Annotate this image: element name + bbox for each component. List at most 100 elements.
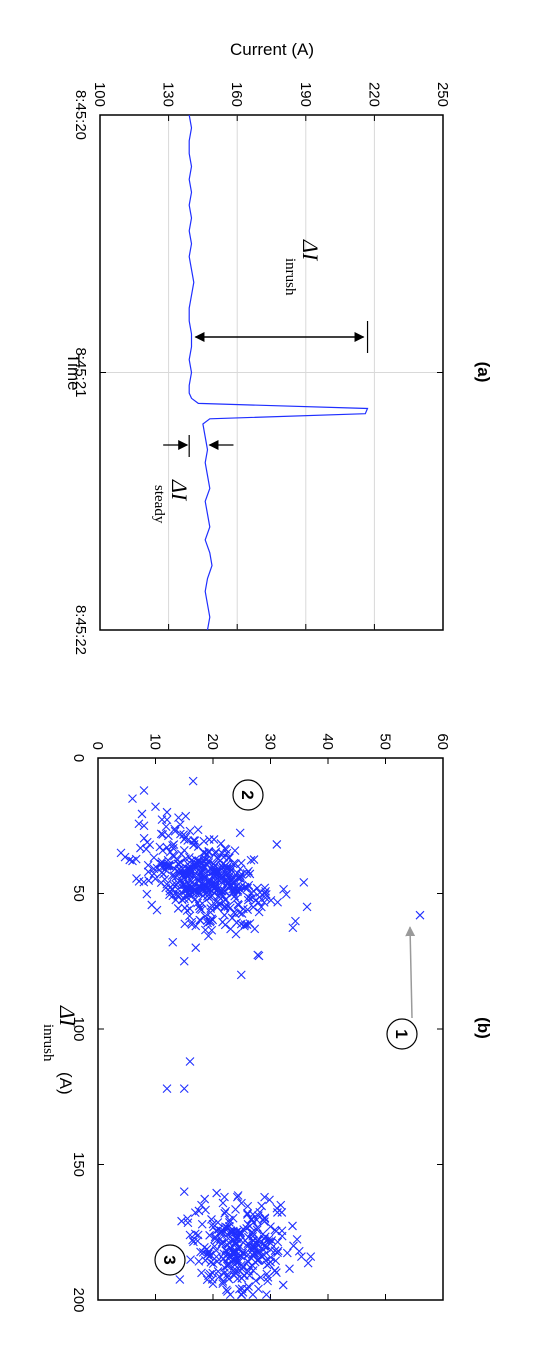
scatter-point: [157, 815, 167, 824]
scatter-point: [262, 1269, 272, 1279]
panel-a-y-tick-label: 160: [228, 82, 245, 107]
scatter-point: [204, 931, 213, 941]
panel-a-x-tick-label: 8:45:20: [72, 90, 89, 140]
cluster-3-label-text: 3: [160, 1255, 179, 1264]
scatter-point: [236, 1228, 245, 1238]
scatter-point: [209, 835, 219, 844]
scatter-point: [216, 874, 226, 884]
scatter-point: [168, 843, 178, 853]
scatter-point: [266, 1222, 275, 1232]
panel-b: 0 50 100 150 200 0 10 20 30 40 50 60 (b) ΔIinrush(…: [40, 733, 493, 1313]
scatter-point: [250, 1241, 260, 1250]
scatter-point: [128, 794, 137, 804]
scatter-point: [231, 894, 241, 904]
scatter-point: [168, 891, 178, 901]
scatter-point: [197, 1268, 206, 1278]
scatter-point: [165, 861, 175, 871]
cluster-3-label-circle: [154, 1244, 186, 1276]
scatter-point: [179, 1084, 189, 1094]
scatter-point: [223, 1240, 232, 1250]
scatter-point: [202, 1275, 212, 1285]
scatter-point: [252, 1223, 262, 1232]
panel-a-x-axis-label: Time: [64, 353, 83, 390]
panel-a: 8:45:20 8:45:21 8:45:22 100 130 160 190 220 250…: [64, 40, 493, 655]
scatter-point: [205, 1230, 215, 1240]
scatter-point: [229, 1235, 239, 1245]
scatter-point: [248, 1209, 258, 1219]
scatter-point: [185, 852, 194, 862]
panel-a-x-ticks: 8:45:20 8:45:21 8:45:22: [72, 90, 443, 655]
scatter-point: [224, 1274, 234, 1284]
scatter-point: [212, 867, 221, 876]
scatter-point: [244, 866, 253, 876]
scatter-point: [206, 916, 215, 926]
scatter-point: [147, 900, 157, 910]
scatter-point: [248, 1266, 258, 1275]
scatter-point: [161, 822, 171, 832]
inrush-subscript: inrush: [282, 258, 298, 296]
scatter-point: [139, 833, 149, 843]
scatter-point: [202, 849, 212, 859]
scatter-point: [258, 1245, 268, 1254]
scatter-point: [270, 1225, 280, 1235]
scatter-point: [240, 1249, 250, 1259]
scatter-point: [233, 1191, 243, 1200]
scatter-point: [303, 1258, 313, 1268]
scatter-point: [262, 1290, 271, 1299]
scatter-point: [273, 897, 283, 907]
scatter-point: [197, 1219, 207, 1229]
scatter-point: [175, 1275, 185, 1284]
scatter-point: [281, 890, 291, 899]
scatter-point: [139, 821, 149, 831]
scatter-point: [236, 885, 246, 895]
scatter-point: [212, 1252, 221, 1262]
scatter-point: [273, 1246, 283, 1256]
scatter-point: [189, 839, 199, 849]
scatter-point: [176, 829, 185, 839]
scatter-point: [257, 1201, 267, 1211]
scatter-point: [157, 859, 167, 869]
scatter-point: [151, 802, 160, 812]
scatter-point: [227, 913, 237, 923]
scatter-point: [200, 874, 210, 884]
scatter-point: [221, 1206, 231, 1216]
scatter-point: [222, 864, 232, 874]
scatter-point: [236, 858, 246, 868]
scatter-point: [194, 1257, 204, 1266]
scatter-point: [282, 1248, 292, 1258]
cluster-2-label-circle: [232, 779, 264, 811]
scatter-point: [230, 1237, 240, 1247]
panel-a-y-tick-label: 130: [160, 82, 177, 107]
scatter-point: [233, 1244, 243, 1254]
scatter-point: [156, 829, 166, 839]
panel-b-cluster-labels: 1 2 3: [154, 779, 418, 1276]
scatter-point: [155, 842, 165, 852]
scatter-point: [254, 907, 264, 917]
scatter-point: [221, 894, 231, 904]
scatter-point: [219, 1268, 229, 1278]
scatter-point: [265, 1195, 274, 1205]
scatter-point: [193, 1230, 203, 1240]
scatter-point: [178, 870, 188, 880]
panel-b-x-tick-label: 200: [70, 1287, 87, 1312]
scatter-point: [217, 1237, 227, 1247]
panel-a-x-tick-label: 8:45:22: [72, 605, 89, 655]
panel-b-y-tick-label: 20: [204, 733, 221, 750]
scatter-point: [218, 1279, 228, 1288]
scatter-point: [164, 831, 173, 841]
scatter-point: [188, 888, 198, 898]
scatter-point: [194, 901, 204, 911]
scatter-point: [200, 925, 210, 935]
scatter-point: [183, 859, 193, 869]
panel-a-x-tick-label: 8:45:21: [72, 347, 89, 397]
scatter-point: [220, 1223, 230, 1233]
scatter-point: [244, 1232, 253, 1242]
scatter-point: [245, 869, 255, 879]
scatter-point: [232, 868, 242, 878]
scatter-point: [266, 1252, 276, 1262]
panel-b-x-ticks: 0 50 100 150 200: [70, 754, 443, 1313]
scatter-point: [270, 1246, 280, 1256]
panel-a-y-ticks: 100 130 160 190 220 250: [91, 82, 451, 630]
scatter-point: [235, 1227, 245, 1237]
